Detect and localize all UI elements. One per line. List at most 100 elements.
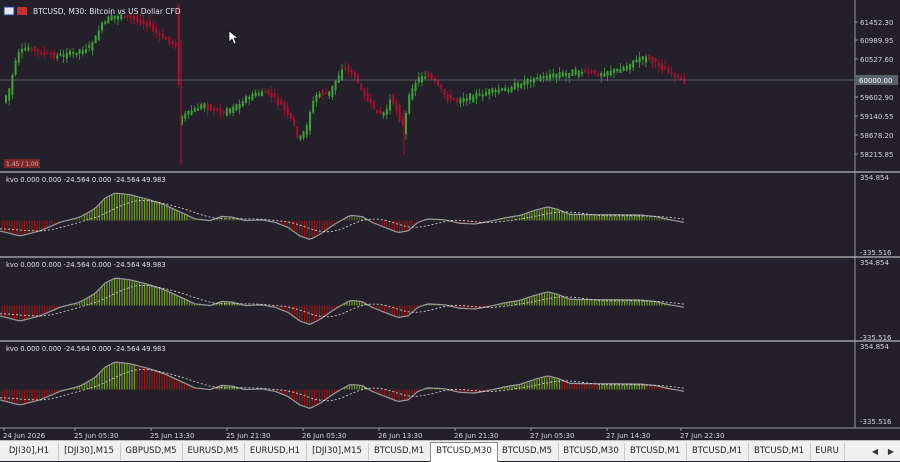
candle-body xyxy=(213,108,215,111)
candle-body xyxy=(651,56,654,64)
chart-tab[interactable]: BTCUSD,M30 xyxy=(430,442,498,462)
candle-body xyxy=(277,96,279,105)
candle-body xyxy=(392,94,395,104)
indicator-label: kvo 0.000 0.000 -24.564 0.000 -24.564 49… xyxy=(6,345,166,353)
candle-body xyxy=(334,80,337,91)
corner-badge: 1.45 / 1.00 xyxy=(6,161,39,168)
chart-tab[interactable]: BTCUSD,M1 xyxy=(368,443,431,460)
candle-body xyxy=(350,69,353,75)
candle-body xyxy=(171,40,174,44)
candle-body xyxy=(101,22,103,31)
candle-body xyxy=(523,80,526,85)
candle-body xyxy=(203,103,206,108)
symbol-flag-icon xyxy=(17,7,27,15)
current-price-badge xyxy=(856,75,898,85)
candle-body xyxy=(408,94,411,114)
candle-body xyxy=(33,46,36,52)
candle-body xyxy=(517,83,519,88)
candle-body xyxy=(526,78,529,85)
candle-body xyxy=(136,15,139,22)
chart-tab[interactable]: BTCUSD,M5 xyxy=(496,443,559,460)
candle-body xyxy=(181,115,183,125)
candle-body xyxy=(680,77,683,80)
indicator-pane-3[interactable]: kvo 0.000 0.000 -24.564 0.000 -24.564 49… xyxy=(0,343,892,426)
candle-body xyxy=(97,30,100,41)
indicator-panes: kvo 0.000 0.000 -24.564 0.000 -24.564 49… xyxy=(0,174,892,426)
candle-body xyxy=(78,49,81,54)
candle-body xyxy=(593,70,596,75)
time-tick-label: 25 Jun 05:30 xyxy=(74,432,118,440)
candle-body xyxy=(321,89,324,96)
candle-body xyxy=(437,79,439,86)
price-tick-label: 58215.85 xyxy=(860,151,893,159)
indicator-bottom-value: -335.516 xyxy=(860,249,892,257)
chart-tab[interactable]: DJI30],H1 xyxy=(0,443,59,460)
candle-body xyxy=(475,92,478,99)
candle-body xyxy=(667,68,670,74)
candle-body xyxy=(75,52,78,56)
candle-body xyxy=(424,76,427,79)
candle-body xyxy=(69,50,71,55)
candle-body xyxy=(565,72,567,77)
candle-body xyxy=(513,82,516,90)
candle-body xyxy=(462,97,465,102)
candle-body xyxy=(478,93,481,96)
candle-body xyxy=(648,54,651,60)
candle-body xyxy=(142,19,145,25)
candle-body xyxy=(427,72,430,78)
chart-tab[interactable]: BTCUSD,M1 xyxy=(748,443,811,460)
candle-body xyxy=(254,92,257,97)
candle-body xyxy=(24,48,27,51)
candle-body xyxy=(597,73,599,76)
candle-body xyxy=(152,24,155,32)
time-tick-label: 27 Jun 14:30 xyxy=(606,432,650,440)
tab-scroll-left-icon[interactable]: ◀ xyxy=(871,447,879,456)
candle-body xyxy=(209,103,212,111)
candle-body xyxy=(261,91,263,96)
chart-tab[interactable]: EURUSD,M5 xyxy=(182,443,245,460)
candle-body xyxy=(14,60,17,76)
symbol-title: BTCUSD, M30: Bitcoin vs US Dollar CFD xyxy=(33,7,181,16)
candle-body xyxy=(382,112,385,117)
kvo-line xyxy=(0,192,685,240)
chart-tab[interactable]: BTCUSD,M1 xyxy=(686,443,749,460)
indicator-pane-2[interactable]: kvo 0.000 0.000 -24.564 0.000 -24.564 49… xyxy=(0,259,892,342)
candle-body xyxy=(552,73,555,78)
candle-body xyxy=(312,100,315,113)
indicator-pane-1[interactable]: kvo 0.000 0.000 -24.564 0.000 -24.564 49… xyxy=(0,174,892,257)
tab-scroll-right-icon[interactable]: ▶ xyxy=(887,447,895,456)
candle-body xyxy=(366,92,369,102)
chart-tab[interactable]: BTCUSD,M1 xyxy=(624,443,687,460)
candle-body xyxy=(30,48,33,51)
chart-tab[interactable]: BTCUSD,M30 xyxy=(558,443,625,460)
candle-body xyxy=(104,21,107,25)
candle-body xyxy=(27,47,30,51)
chart-tab[interactable]: [DJI30],M15 xyxy=(306,443,369,460)
candle-body xyxy=(155,28,158,35)
candle-body xyxy=(280,100,283,105)
chart-tab[interactable]: EURUSD,H1 xyxy=(244,443,307,460)
candle-body xyxy=(187,110,190,115)
candle-body xyxy=(401,119,404,125)
candle-body xyxy=(369,98,372,104)
candle-body xyxy=(485,92,487,96)
candle-body xyxy=(72,52,75,55)
candle-body xyxy=(341,69,343,80)
candle-body xyxy=(328,91,331,97)
chart-tab[interactable]: [DJI30],M15 xyxy=(58,443,121,460)
candle-body xyxy=(465,98,468,102)
candle-body xyxy=(43,50,46,55)
candle-body xyxy=(299,135,302,140)
candle-body xyxy=(283,102,286,112)
candle-body xyxy=(222,110,225,113)
chart-area[interactable]: kvo 0.000 0.000 -24.564 0.000 -24.564 49… xyxy=(0,0,900,440)
corner-badge-bg xyxy=(4,159,40,168)
candle-body xyxy=(309,112,311,131)
chart-tab[interactable]: EURU xyxy=(810,443,845,460)
candle-body xyxy=(472,95,475,103)
candle-body xyxy=(622,66,625,71)
candle-body xyxy=(600,72,603,77)
candle-body xyxy=(677,74,679,78)
candle-body xyxy=(507,89,510,92)
chart-tab[interactable]: GBPUSD,M5 xyxy=(120,443,183,460)
